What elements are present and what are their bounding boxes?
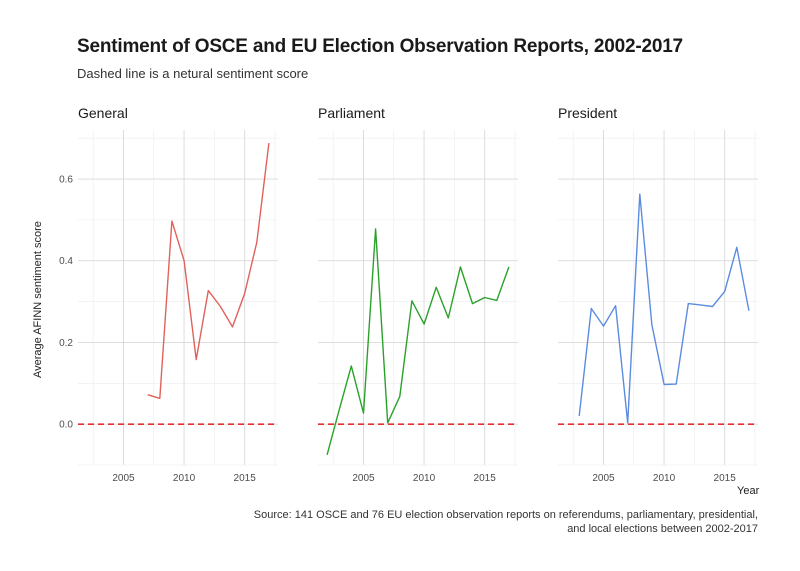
x-tick-label-president: 2005 — [592, 473, 615, 484]
facet-label-general: General — [78, 105, 128, 121]
x-tick-label-parliament: 2005 — [352, 473, 375, 484]
y-tick-label: 0.0 — [59, 420, 73, 431]
y-tick-label: 0.2 — [59, 338, 73, 349]
chart-caption: Source: 141 OSCE and 76 EU election obse… — [254, 508, 758, 536]
caption-line-1: Source: 141 OSCE and 76 EU election obse… — [253, 509, 758, 521]
x-tick-label-general: 2010 — [173, 473, 196, 484]
x-tick-label-parliament: 2015 — [474, 473, 497, 484]
facet-label-president: President — [558, 105, 618, 121]
x-tick-label-parliament: 2010 — [413, 473, 436, 484]
y-tick-label: 0.4 — [59, 256, 73, 267]
chart-subtitle: Dashed line is a netural sentiment score — [77, 66, 309, 81]
x-tick-label-general: 2015 — [234, 473, 257, 484]
chart-title: Sentiment of OSCE and EU Election Observ… — [77, 36, 683, 57]
x-axis-label: Year — [737, 485, 760, 497]
facet-label-parliament: Parliament — [318, 105, 385, 121]
x-tick-label-president: 2015 — [714, 473, 737, 484]
caption-line-2: and local elections between 2002-2017 — [567, 523, 758, 535]
series-line-president — [578, 193, 750, 424]
x-tick-label-president: 2010 — [653, 473, 676, 484]
series-line-parliament — [326, 228, 510, 455]
series-line-general — [147, 143, 270, 400]
y-tick-label: 0.6 — [59, 175, 73, 186]
x-tick-label-general: 2005 — [112, 473, 135, 484]
